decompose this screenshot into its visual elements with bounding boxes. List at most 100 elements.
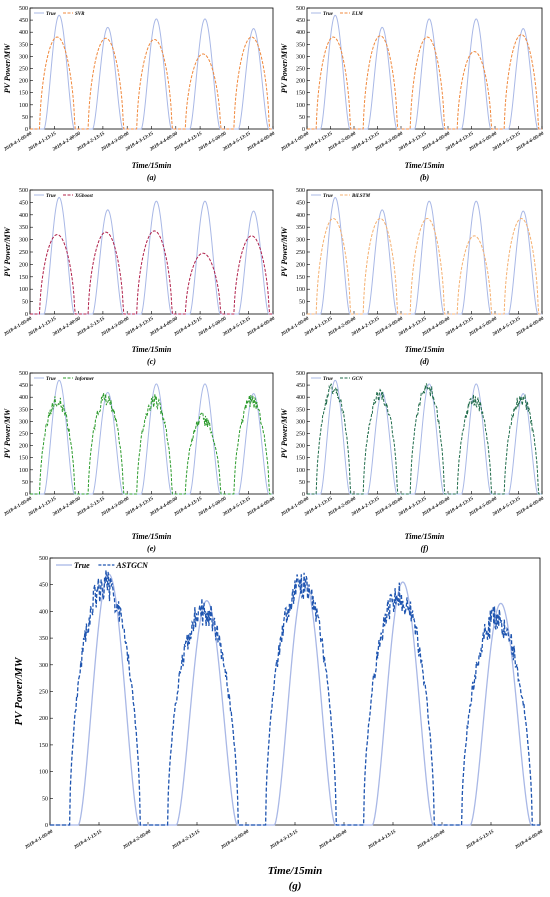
y-tick-label: 450 <box>19 383 28 389</box>
y-tick-label: 400 <box>296 30 305 36</box>
y-axis-title: PV Power/MW <box>3 408 12 458</box>
y-tick-label: 400 <box>296 213 305 219</box>
series-line-informer <box>30 393 273 495</box>
y-axis-title: PV Power/MW <box>280 408 289 458</box>
y-tick-label: 150 <box>296 275 305 281</box>
y-tick-label: 400 <box>39 609 48 615</box>
y-tick-label: 500 <box>19 371 28 377</box>
y-tick-label: 250 <box>296 67 305 73</box>
series-line-true <box>307 379 542 495</box>
y-axis-title: PV Power/MW <box>280 226 289 276</box>
x-axis-title: Time/15min <box>405 532 445 541</box>
x-axis-title: Time/15min <box>405 161 445 170</box>
y-tick-label: 500 <box>19 188 28 194</box>
y-tick-label: 400 <box>19 30 28 36</box>
y-tick-label: 0 <box>302 492 305 498</box>
y-tick-label: 500 <box>296 371 305 377</box>
panel-label: (d) <box>420 357 430 366</box>
series-line-elm <box>307 34 542 130</box>
series-line-astgcn <box>50 570 540 826</box>
y-tick-label: 450 <box>296 383 305 389</box>
x-tick-label: 2018-4-5-13:15 <box>465 829 496 851</box>
y-axis-title: PV Power/MW <box>3 43 12 93</box>
x-axis-title: Time/15min <box>132 161 172 170</box>
y-tick-label: 0 <box>25 127 28 133</box>
series-line-gcn <box>307 383 542 495</box>
y-tick-label: 100 <box>19 103 28 109</box>
x-tick-label: 2018-4-1-00:00 <box>24 829 55 851</box>
y-tick-label: 200 <box>296 262 305 268</box>
y-tick-label: 50 <box>22 115 28 121</box>
x-tick-label: 2018-4-4-13:15 <box>367 829 398 851</box>
y-tick-label: 350 <box>19 225 28 231</box>
y-axis-title: PV Power/MW <box>280 43 289 93</box>
legend-label-true: True <box>74 561 90 570</box>
legend-label-elm: ELM <box>351 12 363 17</box>
y-tick-label: 350 <box>39 636 48 642</box>
legend-label-svr: SVR <box>75 12 85 17</box>
legend-label-xgboost: XGboost <box>74 194 93 199</box>
y-tick-label: 400 <box>19 213 28 219</box>
y-tick-label: 100 <box>19 468 28 474</box>
panel-label: (f) <box>421 544 429 553</box>
x-tick-label: 2018-4-4-00:00 <box>318 829 349 851</box>
legend-label-gcn: GCN <box>352 377 363 382</box>
legend-label-true: True <box>46 377 57 382</box>
y-tick-label: 0 <box>25 312 28 318</box>
panel-label: (g) <box>289 880 302 892</box>
y-tick-label: 200 <box>19 444 28 450</box>
y-tick-label: 350 <box>296 42 305 48</box>
chart-c: 0501001502002503003504004505002018-4-1-0… <box>3 188 277 366</box>
y-tick-label: 450 <box>19 200 28 206</box>
plot-frame <box>29 7 274 130</box>
chart-a: 0501001502002503003504004505002018-4-1-0… <box>3 6 277 182</box>
y-tick-label: 250 <box>19 67 28 73</box>
y-tick-label: 100 <box>296 287 305 293</box>
chart-b: 0501001502002503003504004505002018-4-1-0… <box>280 6 546 182</box>
y-tick-label: 450 <box>39 583 48 589</box>
y-tick-label: 150 <box>19 91 28 97</box>
y-tick-label: 300 <box>19 419 28 425</box>
y-tick-label: 50 <box>22 300 28 306</box>
plot-frame <box>29 372 274 495</box>
x-axis-title: Time/15min <box>132 345 172 354</box>
plot-frame <box>306 189 543 315</box>
y-tick-label: 500 <box>19 6 28 12</box>
y-tick-label: 200 <box>19 79 28 85</box>
y-tick-label: 50 <box>22 480 28 486</box>
y-tick-label: 250 <box>39 690 48 696</box>
series-line-xgboost <box>30 230 273 315</box>
y-tick-label: 50 <box>299 480 305 486</box>
legend-label-bilstm: BiLSTM <box>351 194 371 199</box>
series-line-true <box>307 196 542 315</box>
y-tick-label: 450 <box>296 18 305 24</box>
y-tick-label: 100 <box>19 287 28 293</box>
chart-g: 0 50 100 150 200 250 300 350 400 450 500 2018-4-1-0… <box>13 556 544 892</box>
plot-frame <box>29 189 274 315</box>
y-tick-label: 200 <box>39 716 48 722</box>
x-tick-label: 2018-4-3-13:15 <box>269 829 300 851</box>
y-tick-label: 150 <box>19 456 28 462</box>
y-tick-label: 500 <box>296 6 305 12</box>
chart-d: 0501001502002503003504004505002018-4-1-0… <box>280 188 546 366</box>
y-tick-label: 350 <box>19 42 28 48</box>
y-tick-label: 300 <box>39 663 48 669</box>
legend-label-informer: Informer <box>74 377 94 382</box>
x-axis-title: Time/15min <box>268 865 323 877</box>
y-tick-label: 300 <box>296 54 305 60</box>
series-line-bilstm <box>307 218 542 315</box>
y-tick-label: 100 <box>296 103 305 109</box>
y-tick-label: 0 <box>302 312 305 318</box>
panel-label: (a) <box>147 173 157 182</box>
panel-label: (e) <box>147 544 156 553</box>
y-tick-label: 350 <box>296 407 305 413</box>
y-axis-title: PV Power/MW <box>13 656 25 725</box>
y-tick-label: 400 <box>296 395 305 401</box>
y-tick-label: 350 <box>296 225 305 231</box>
y-tick-label: 0 <box>45 823 48 829</box>
y-tick-label: 500 <box>296 188 305 194</box>
y-tick-label: 300 <box>19 54 28 60</box>
chart-e: 0501001502002503003504004505002018-4-1-0… <box>3 371 277 553</box>
y-tick-label: 150 <box>39 743 48 749</box>
